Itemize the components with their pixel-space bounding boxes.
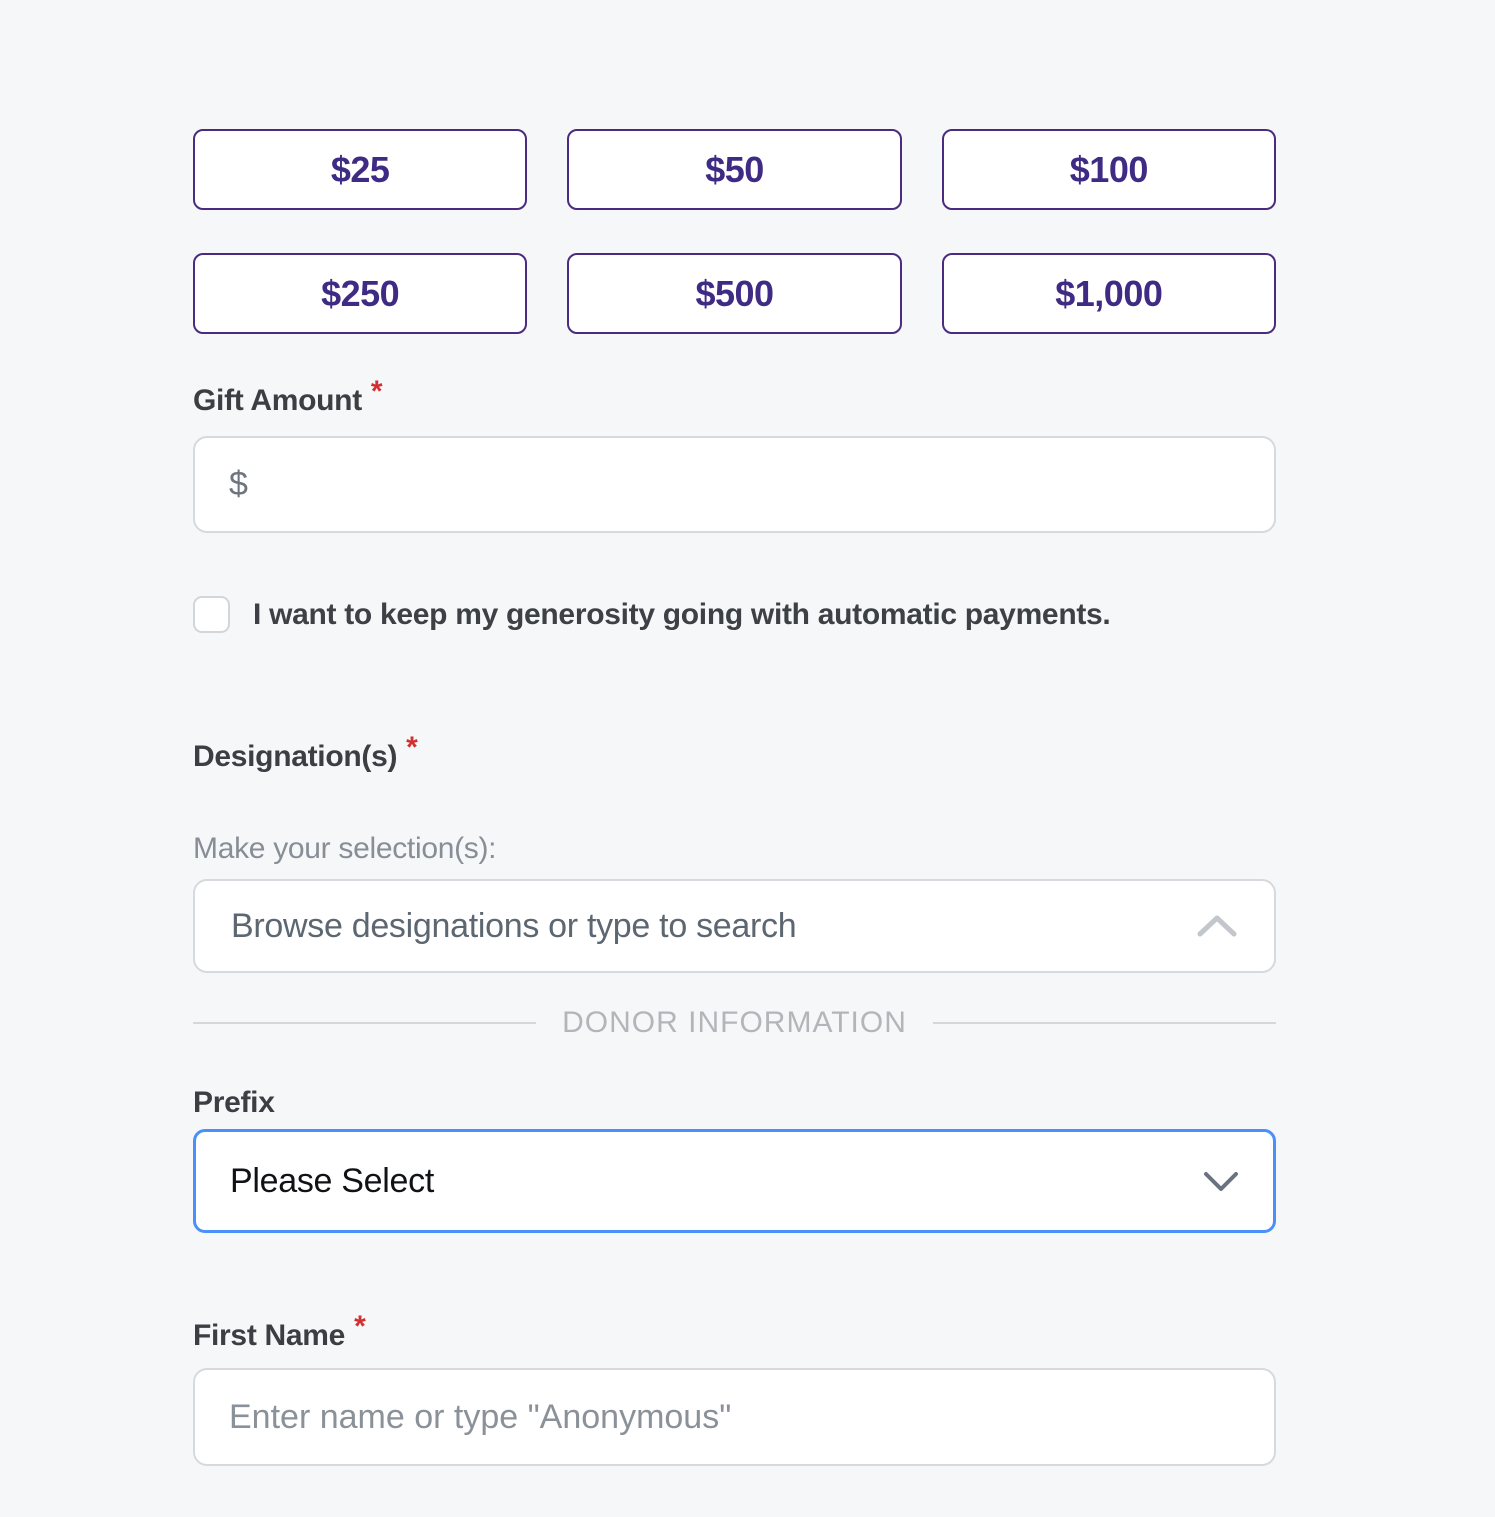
required-asterisk: *	[406, 731, 418, 764]
chevron-down-icon	[1203, 1171, 1239, 1192]
gift-amount-input[interactable]	[193, 436, 1276, 533]
divider-line	[932, 1022, 1277, 1024]
amount-button-50[interactable]: $50	[567, 129, 902, 210]
recurring-payment-option[interactable]: I want to keep my generosity going with …	[193, 596, 1276, 633]
amount-button-1000[interactable]: $1,000	[941, 253, 1276, 334]
designations-label: Designation(s) *	[193, 731, 1276, 775]
designations-helper-text: Make your selection(s):	[193, 832, 497, 865]
amount-button-100[interactable]: $100	[941, 129, 1276, 210]
prefix-select-value: Please Select	[230, 1161, 435, 1200]
donation-form: $25 $50 $100 $250 $500 $1,000 Gift Amoun…	[193, 129, 1277, 1466]
gift-amount-label: Gift Amount *	[193, 375, 1276, 419]
gift-amount-label-text: Gift Amount	[193, 384, 362, 417]
first-name-label: First Name *	[193, 1310, 1276, 1354]
recurring-checkbox[interactable]	[193, 596, 230, 633]
amount-button-25[interactable]: $25	[193, 129, 528, 210]
amount-button-500[interactable]: $500	[567, 253, 902, 334]
recurring-checkbox-label: I want to keep my generosity going with …	[253, 597, 1111, 631]
prefix-select[interactable]: Please Select	[193, 1129, 1276, 1233]
divider-line	[193, 1022, 537, 1024]
donor-information-divider: DONOR INFORMATION	[193, 1005, 1277, 1041]
chevron-up-icon	[1196, 914, 1238, 938]
designations-label-text: Designation(s)	[193, 740, 398, 773]
first-name-label-text: First Name	[193, 1319, 346, 1352]
designations-combobox[interactable]: Browse designations or type to search	[193, 879, 1276, 973]
amount-button-grid: $25 $50 $100 $250 $500 $1,000	[193, 129, 1276, 334]
required-asterisk: *	[354, 1310, 366, 1343]
first-name-input[interactable]	[193, 1368, 1276, 1466]
designations-combobox-placeholder: Browse designations or type to search	[231, 906, 797, 945]
prefix-label: Prefix	[193, 1085, 1276, 1121]
amount-button-250[interactable]: $250	[193, 253, 528, 334]
required-asterisk: *	[370, 375, 383, 408]
donor-information-heading: DONOR INFORMATION	[562, 1006, 907, 1039]
prefix-label-text: Prefix	[193, 1086, 275, 1119]
